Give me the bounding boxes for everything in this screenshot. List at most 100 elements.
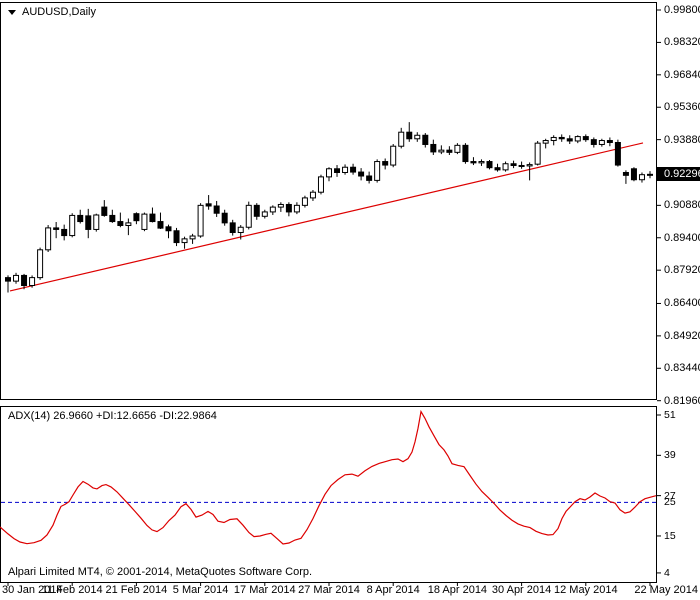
price-axis-label: 0.90880 [664, 199, 700, 212]
candle-body [261, 211, 268, 217]
candle-body [526, 164, 533, 167]
candle-body [422, 134, 429, 145]
candle-body [229, 222, 236, 234]
candle-body [350, 166, 357, 173]
candle-body [37, 249, 44, 279]
candle-body [398, 131, 405, 147]
adx-axis-label: 51 [664, 409, 676, 421]
candle-body [590, 139, 597, 145]
candle-body [53, 227, 60, 230]
adx-indicator-panel[interactable] [0, 406, 657, 582]
adx-axis-label: 15 [664, 529, 676, 542]
candle-body [141, 213, 148, 230]
candle-body [334, 168, 341, 173]
candle-body [358, 171, 365, 177]
candle-body [293, 204, 300, 213]
candle-body [93, 214, 100, 230]
candle-body [462, 144, 469, 163]
candle-body [133, 213, 140, 222]
copyright-footer: Alpari Limited MT4, © 2001-2014, MetaQuo… [8, 566, 313, 578]
candle-body [630, 168, 637, 181]
candle-body [237, 226, 244, 234]
candle-body [647, 173, 653, 176]
adx-axis-label: 25 [664, 496, 676, 509]
candle-body [406, 131, 413, 140]
candle-body [518, 164, 525, 167]
current-price-tag: 0.92296 [657, 167, 700, 181]
candle-body [478, 161, 485, 164]
candle-body [149, 213, 156, 223]
candle-body [165, 226, 172, 232]
adx-line [0, 409, 657, 545]
price-axis-label: 0.83440 [664, 362, 700, 375]
candle-body [510, 163, 517, 166]
candle-body [542, 140, 549, 144]
candle-body [117, 221, 124, 226]
candle-body [574, 136, 581, 142]
price-axis-label: 0.93880 [664, 133, 700, 146]
candle-body [125, 222, 132, 226]
candle-body [534, 142, 541, 165]
date-axis-label: 11 Feb 2014 [41, 584, 103, 596]
symbol-period-label: AUDUSD,Daily [8, 6, 96, 18]
date-axis-label: 18 Apr 2014 [427, 584, 488, 596]
candle-body [606, 140, 613, 143]
symbol-period-text: AUDUSD,Daily [22, 6, 96, 18]
adx-axis-label: 4 [664, 566, 670, 579]
candle-body [486, 161, 493, 169]
candle-body [470, 161, 477, 164]
candle-body [213, 205, 220, 214]
candle-body [29, 277, 36, 287]
adx-axis-label: 27 [664, 489, 676, 502]
candle-body [454, 144, 461, 153]
candle-body [21, 274, 28, 287]
candle-body [285, 203, 292, 213]
adx-axis-label: 39 [664, 449, 676, 462]
candle-body [430, 143, 437, 153]
candle-body [438, 149, 445, 153]
date-axis-label: 22 May 2014 [634, 584, 698, 596]
candle-body [269, 206, 276, 213]
candle-body [77, 214, 84, 223]
price-axis-label: 0.84920 [664, 329, 700, 342]
candle-body [390, 145, 397, 166]
candle-body [5, 277, 11, 282]
trendline[interactable] [9, 142, 644, 292]
candle-body [598, 140, 605, 145]
candle-body [342, 166, 349, 173]
candle-body [382, 161, 389, 166]
candle-body [197, 204, 204, 237]
candle-body [558, 136, 565, 140]
candle-body [582, 136, 589, 141]
candle-body [622, 171, 629, 176]
candle-body [494, 167, 501, 171]
candle-body [326, 168, 332, 178]
price-axis-label: 0.98320 [664, 36, 700, 49]
candle-body [221, 212, 228, 224]
candle-body [101, 206, 108, 216]
candle-body [614, 141, 621, 166]
price-axis-label: 0.86400 [664, 297, 700, 310]
candle-body [61, 228, 68, 237]
candle-body [173, 230, 180, 244]
candle-body [277, 203, 284, 208]
candle-body [301, 197, 308, 206]
candle-body [374, 161, 381, 181]
date-axis-label: 27 Mar 2014 [298, 584, 360, 596]
candle-body [189, 235, 196, 240]
price-chart-panel[interactable] [0, 2, 657, 399]
candle-body [245, 204, 252, 228]
price-axis-label: 0.81960 [664, 394, 700, 407]
candle-body [550, 136, 557, 142]
date-axis-label: 17 Mar 2014 [233, 584, 296, 596]
candle-body [366, 175, 373, 181]
candle-body [69, 214, 76, 237]
candle-body [181, 238, 188, 244]
price-axis-label: 0.96840 [664, 68, 700, 81]
date-axis-label: 30 Jan 2014 [2, 584, 63, 596]
date-axis-label: 12 May 2014 [553, 584, 618, 596]
candle-body [45, 227, 52, 251]
price-axis-label: 0.99800 [664, 4, 700, 16]
